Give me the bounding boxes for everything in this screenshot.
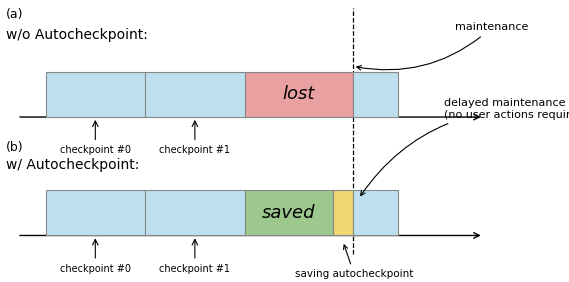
Text: saving autocheckpoint: saving autocheckpoint — [295, 245, 414, 279]
Bar — [145, 190, 245, 235]
Text: w/o Autocheckpoint:: w/o Autocheckpoint: — [6, 28, 147, 42]
Text: lost: lost — [283, 85, 315, 103]
Text: saved: saved — [262, 204, 316, 222]
Bar — [46, 72, 145, 117]
Text: checkpoint #1: checkpoint #1 — [159, 264, 230, 274]
Text: maintenance: maintenance — [357, 23, 529, 70]
Text: (b): (b) — [6, 141, 23, 154]
Bar — [333, 190, 353, 235]
Bar — [245, 72, 353, 117]
Bar — [353, 190, 398, 235]
Text: delayed maintenance
(no user actions required): delayed maintenance (no user actions req… — [361, 98, 569, 195]
Bar — [353, 72, 398, 117]
Text: w/ Autocheckpoint:: w/ Autocheckpoint: — [6, 158, 139, 172]
Text: (a): (a) — [6, 8, 23, 21]
Text: checkpoint #1: checkpoint #1 — [159, 145, 230, 155]
Text: checkpoint #0: checkpoint #0 — [60, 264, 131, 274]
Bar — [46, 190, 145, 235]
Text: checkpoint #0: checkpoint #0 — [60, 145, 131, 155]
Bar — [245, 190, 333, 235]
Bar — [145, 72, 245, 117]
